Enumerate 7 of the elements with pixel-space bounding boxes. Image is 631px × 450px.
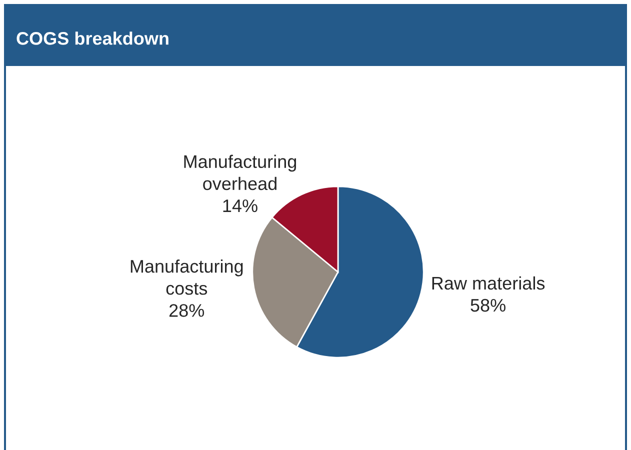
slice-label: Manufacturing costs (130, 259, 243, 295)
data-label: 58% (470, 298, 506, 312)
slice-label: Manufacturing overhead (184, 154, 296, 190)
data-label: 14% (223, 199, 258, 212)
data-label: 28% (169, 304, 204, 317)
slice-label: Raw materials (432, 276, 545, 290)
chart-title: COGS breakdown (16, 32, 168, 45)
